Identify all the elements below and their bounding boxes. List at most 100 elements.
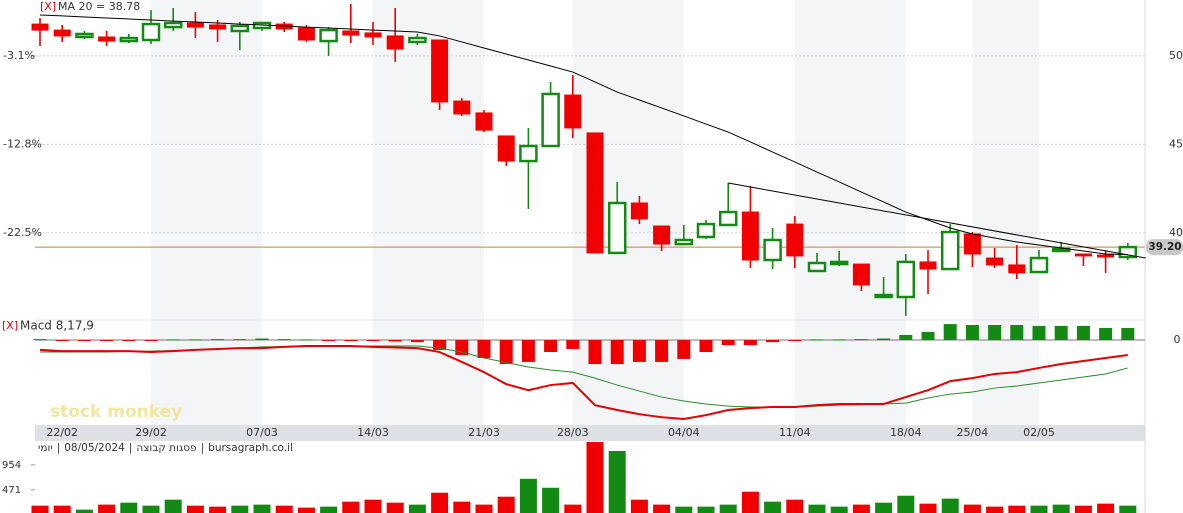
- volume-bar: [963, 504, 981, 513]
- y-tick-label: 0: [1174, 333, 1181, 346]
- histogram-bar: [33, 339, 47, 341]
- x-tick-label: 21/03: [468, 426, 500, 439]
- volume-bar: [764, 501, 782, 513]
- x-tick-label: 07/03: [246, 426, 278, 439]
- y-tick-label: 45: [1169, 137, 1183, 150]
- histogram-bar: [233, 339, 247, 341]
- candle-body: [586, 132, 604, 254]
- histogram-bar: [322, 340, 336, 342]
- volume-bar: [475, 504, 493, 513]
- price-tag: [1146, 239, 1183, 256]
- volume-bar: [275, 505, 293, 513]
- candle-body: [741, 211, 759, 261]
- histogram-bar: [699, 340, 713, 353]
- volume-bar: [653, 504, 671, 513]
- candle-body: [119, 36, 139, 43]
- candle-body: [53, 29, 71, 37]
- candle-body: [31, 23, 49, 31]
- volume-bar: [53, 505, 71, 513]
- histogram-bar: [988, 325, 1002, 341]
- candle-body: [1118, 245, 1138, 259]
- volume-bar: [1074, 505, 1092, 513]
- candle-body: [230, 24, 250, 33]
- candle-body: [319, 28, 338, 43]
- candle-body: [919, 261, 937, 270]
- remove-button[interactable]: [X]: [40, 0, 56, 13]
- histogram-bar: [610, 340, 624, 365]
- histogram-bar: [588, 340, 602, 365]
- volume-bar: [586, 441, 604, 513]
- volume-bar: [875, 502, 893, 513]
- x-tick-label: 18/04: [890, 426, 922, 439]
- histogram-bar: [366, 340, 380, 342]
- histogram-bar: [77, 340, 91, 342]
- candle-body: [75, 32, 94, 39]
- x-tick-label: 28/03: [557, 426, 589, 439]
- histogram-bar: [899, 334, 913, 341]
- stripe: [151, 0, 262, 425]
- volume-bar: [120, 502, 138, 513]
- volume-bar: [231, 505, 249, 513]
- candle-body: [564, 94, 582, 129]
- candle-body: [829, 260, 849, 266]
- y-tick-label: 40: [1169, 226, 1183, 239]
- macd-title: Macd 8,17,9: [20, 319, 94, 333]
- candle-body: [497, 135, 515, 162]
- candle-body: [342, 30, 360, 36]
- volume-bar: [164, 499, 182, 513]
- x-tick-label: 04/04: [668, 426, 700, 439]
- y2-tick-label: -22.5%: [3, 226, 42, 239]
- volume-bar: [497, 496, 515, 513]
- histogram-bar: [277, 339, 291, 341]
- histogram-bar: [677, 340, 691, 359]
- volume-bar: [719, 504, 737, 513]
- volume-bar: [675, 506, 693, 513]
- volume-bar: [31, 505, 49, 513]
- y-tick-label: 50: [1169, 49, 1183, 62]
- histogram-bar: [211, 339, 225, 341]
- histogram-bar: [544, 340, 558, 353]
- volume-bar: [431, 492, 449, 513]
- volume-bar: [98, 504, 116, 513]
- histogram-bar: [721, 340, 735, 346]
- histogram-bar: [344, 340, 358, 342]
- candle-body: [186, 22, 204, 28]
- header-part: 08/05/2024: [64, 442, 125, 454]
- volume-bar: [630, 499, 648, 513]
- histogram-bar: [877, 338, 891, 341]
- candle-body: [297, 27, 315, 41]
- histogram-bar: [832, 339, 846, 341]
- header-part: פסגות קבוצה: [136, 442, 197, 454]
- stripe: [794, 0, 906, 425]
- candle-body: [718, 210, 738, 227]
- header-part: יומי: [38, 442, 53, 454]
- histogram-bar: [410, 340, 424, 343]
- header-part: |: [128, 442, 133, 454]
- macd-line: [39, 345, 1128, 421]
- x-tick-label: 02/05: [1023, 426, 1055, 439]
- candle-body: [874, 293, 893, 299]
- candle-body: [1097, 254, 1115, 258]
- candle-body: [519, 144, 538, 163]
- histogram-bar: [122, 340, 136, 342]
- date-band: [35, 425, 1145, 441]
- candle-body: [541, 92, 560, 148]
- candle-body: [475, 112, 493, 131]
- volume-bar: [253, 504, 271, 513]
- histogram-bar: [499, 340, 513, 365]
- volume-bar: [542, 487, 560, 513]
- ma-label: MA 20 = 38.78: [58, 0, 140, 13]
- histogram-bar: [921, 331, 935, 341]
- volume-bar: [364, 499, 382, 513]
- candle-body: [408, 36, 427, 44]
- volume-bar: [919, 503, 937, 513]
- remove-button[interactable]: [X]: [2, 319, 18, 332]
- volume-bar: [808, 504, 826, 513]
- histogram-bar: [788, 340, 802, 342]
- candle-body: [963, 233, 981, 255]
- volume-bar: [1052, 504, 1070, 513]
- volume-bar: [453, 501, 471, 513]
- stripe: [373, 0, 484, 425]
- histogram-bar: [1076, 325, 1090, 341]
